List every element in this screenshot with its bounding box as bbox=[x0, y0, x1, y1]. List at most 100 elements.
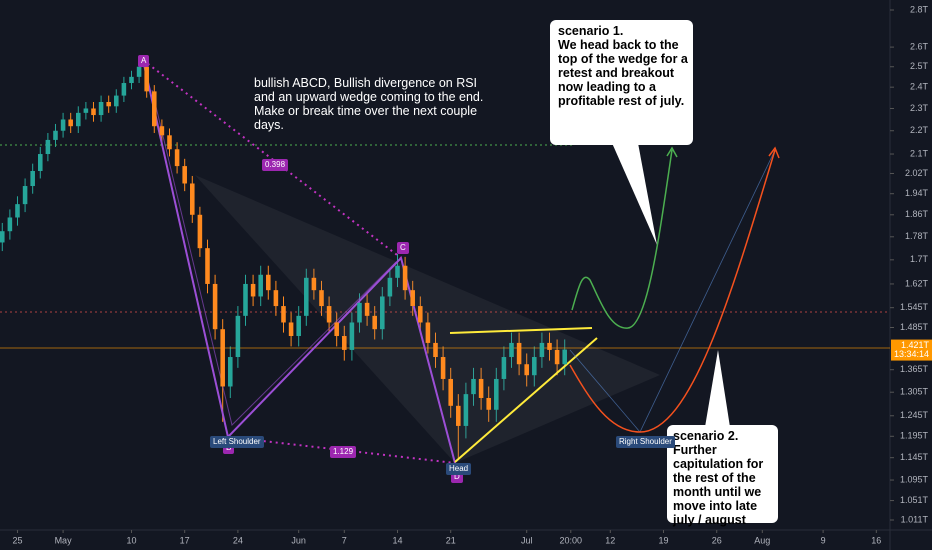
candle-body bbox=[7, 217, 13, 232]
x-tick-label: Jul bbox=[521, 535, 533, 545]
y-tick-label: 1.305T bbox=[900, 387, 929, 397]
y-tick-label: 1.7T bbox=[910, 254, 929, 264]
candle-body bbox=[53, 130, 58, 140]
candle-body bbox=[30, 171, 35, 187]
y-tick-label: 1.86T bbox=[905, 209, 929, 219]
abcd-inner bbox=[151, 89, 397, 426]
candle-body bbox=[402, 265, 408, 291]
y-tick-label: 1.545T bbox=[900, 302, 929, 312]
candle-body bbox=[45, 139, 51, 155]
price-axis bbox=[890, 0, 932, 550]
candle-body bbox=[509, 342, 514, 358]
candle-body bbox=[174, 149, 180, 167]
candle-body bbox=[539, 342, 545, 358]
scenario-2-text: scenario 2. Further capitulation for the… bbox=[673, 429, 777, 527]
candle-body bbox=[250, 283, 256, 297]
candle-body bbox=[258, 274, 263, 297]
candle-body bbox=[319, 290, 324, 307]
candle-body bbox=[471, 378, 476, 395]
x-tick-label: 10 bbox=[126, 535, 136, 545]
x-tick-label: 21 bbox=[446, 535, 456, 545]
point-label: C bbox=[397, 242, 409, 254]
candle-body bbox=[326, 306, 332, 323]
y-tick-label: 1.245T bbox=[900, 410, 929, 420]
note: bullish ABCD, Bullish divergence on RSI … bbox=[254, 76, 484, 132]
x-tick-label: 14 bbox=[392, 535, 402, 545]
wedge-shade bbox=[195, 175, 660, 463]
candle-body bbox=[349, 322, 355, 350]
y-tick-label: 1.78T bbox=[905, 231, 929, 241]
candle-body bbox=[311, 277, 317, 291]
candle-body bbox=[205, 248, 210, 284]
candle-body bbox=[98, 101, 104, 116]
candle-body bbox=[463, 394, 469, 426]
point-label: D bbox=[451, 471, 463, 483]
scenario-1-title: scenario 1. bbox=[558, 24, 624, 38]
candle-body bbox=[136, 66, 142, 77]
scenario-2-title: scenario 2. bbox=[673, 429, 739, 443]
candle-body bbox=[296, 315, 301, 337]
y-tick-label: 1.011T bbox=[901, 514, 929, 524]
candle-body bbox=[524, 364, 529, 376]
candle-body bbox=[440, 357, 446, 379]
candle-body bbox=[212, 283, 218, 330]
x-tick-label: Jun bbox=[291, 535, 306, 545]
candle-body bbox=[114, 95, 119, 107]
candle-body bbox=[342, 336, 347, 350]
scenario-1-arrow bbox=[666, 146, 678, 158]
candle-body bbox=[68, 119, 73, 127]
y-tick-label: 1.145T bbox=[900, 452, 929, 462]
candle-body bbox=[395, 265, 400, 278]
scenario-2-path bbox=[569, 149, 776, 433]
x-tick-label: 25 bbox=[12, 535, 22, 545]
candle-body bbox=[38, 154, 43, 172]
candle-body bbox=[532, 357, 537, 376]
y-tick-label: 2.1T bbox=[910, 148, 929, 158]
candle-body bbox=[15, 204, 20, 218]
candle-body bbox=[486, 397, 491, 410]
candle-body bbox=[167, 135, 172, 150]
candle-body bbox=[433, 342, 438, 358]
candle-body bbox=[235, 315, 241, 358]
last-price-box bbox=[891, 339, 932, 361]
x-tick-label: 9 bbox=[821, 535, 826, 545]
x-tick-label: 12 bbox=[605, 535, 615, 545]
candle-body bbox=[425, 322, 431, 343]
scenario-1-text: scenario 1. We head back to the top of t… bbox=[558, 24, 690, 108]
y-tick-label: 2.5T bbox=[910, 61, 929, 71]
shoulder-label: Head bbox=[446, 463, 472, 475]
candle-body bbox=[372, 315, 377, 330]
scenario-2-arrow bbox=[768, 146, 780, 159]
scenario-2-body: Further capitulation for the rest of the… bbox=[673, 443, 764, 527]
candle-body bbox=[243, 283, 248, 316]
candle-body bbox=[83, 108, 89, 113]
y-tick-label: 2.8T bbox=[910, 4, 929, 14]
y-tick-label: 1.051T bbox=[900, 495, 929, 505]
ratio-label: 1.129 bbox=[330, 446, 357, 458]
y-tick-label: 1.62T bbox=[905, 278, 929, 288]
candle-body bbox=[304, 277, 309, 316]
x-tick-label: 17 bbox=[180, 535, 190, 545]
candle-body bbox=[288, 322, 294, 337]
candle-body bbox=[228, 357, 233, 387]
scenario-2-tail bbox=[705, 350, 730, 427]
last-price-label: 1.421T bbox=[901, 340, 930, 350]
candle-body bbox=[144, 66, 149, 92]
y-tick-label: 2.6T bbox=[910, 41, 929, 51]
candle-body bbox=[129, 76, 134, 84]
candle-body bbox=[190, 183, 195, 215]
candle-body bbox=[478, 378, 484, 398]
x-tick-label: 16 bbox=[871, 535, 881, 545]
candle-body bbox=[281, 306, 286, 323]
candle-body bbox=[0, 231, 5, 243]
candle-body bbox=[159, 126, 165, 136]
candle-body bbox=[76, 112, 81, 127]
x-tick-label: Aug bbox=[754, 535, 770, 545]
y-tick-label: 1.94T bbox=[905, 188, 929, 198]
y-tick-label: 1.095T bbox=[900, 474, 929, 484]
candle-body bbox=[562, 349, 567, 365]
abcd-pattern bbox=[142, 59, 456, 464]
candle-body bbox=[266, 274, 271, 291]
x-tick-label: 19 bbox=[659, 535, 669, 545]
